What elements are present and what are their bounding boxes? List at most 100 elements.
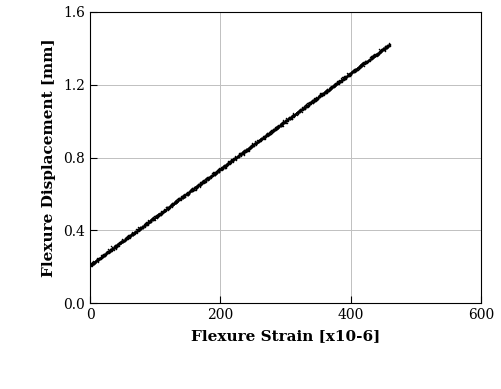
Point xyxy=(344,71,352,77)
Point xyxy=(346,70,354,76)
Point xyxy=(139,225,147,231)
Point xyxy=(369,54,377,60)
Point xyxy=(308,99,316,105)
Point xyxy=(345,72,353,78)
Point xyxy=(164,204,172,210)
Point xyxy=(101,251,109,258)
Point xyxy=(103,250,111,256)
Point xyxy=(245,144,253,151)
Point xyxy=(259,134,267,140)
Point xyxy=(124,235,132,241)
Point xyxy=(188,186,196,193)
Point xyxy=(157,210,165,216)
Point xyxy=(335,79,343,86)
Point xyxy=(98,252,106,259)
Point xyxy=(123,235,131,241)
Point xyxy=(356,61,364,68)
Point xyxy=(151,212,159,218)
Point xyxy=(275,123,283,129)
Point xyxy=(378,47,386,53)
Point xyxy=(161,207,169,214)
Point xyxy=(309,100,317,106)
Point xyxy=(102,249,110,255)
Point xyxy=(266,130,274,137)
Point xyxy=(239,151,247,157)
Point xyxy=(149,216,157,223)
Point xyxy=(282,119,290,125)
Point xyxy=(141,221,149,228)
Point xyxy=(333,80,341,86)
Point xyxy=(176,194,184,201)
Point xyxy=(136,225,144,231)
Point xyxy=(200,178,208,184)
Point xyxy=(359,61,367,68)
Point xyxy=(304,103,312,110)
Point xyxy=(359,62,367,68)
Point xyxy=(179,194,187,200)
Point xyxy=(170,200,178,207)
Point xyxy=(102,250,110,256)
Point xyxy=(327,84,335,90)
Point xyxy=(326,84,334,90)
Point xyxy=(300,103,308,110)
Point xyxy=(275,123,283,129)
Point xyxy=(196,180,204,187)
Point xyxy=(171,200,179,207)
Point xyxy=(263,130,271,136)
Point xyxy=(176,195,184,202)
Point xyxy=(290,112,298,119)
Point xyxy=(304,100,312,106)
Point xyxy=(237,150,245,156)
Point xyxy=(211,168,219,174)
Point xyxy=(323,89,331,95)
Point xyxy=(279,119,287,125)
Point xyxy=(184,190,192,196)
Point xyxy=(227,158,235,164)
Point xyxy=(190,185,198,191)
Point xyxy=(372,52,380,58)
Point xyxy=(323,88,331,94)
Point xyxy=(269,128,277,135)
Point xyxy=(138,224,146,230)
Point xyxy=(247,144,256,150)
Point xyxy=(340,75,348,81)
Point xyxy=(186,189,194,195)
Point xyxy=(336,79,344,85)
Point xyxy=(323,88,331,95)
Point xyxy=(368,54,376,61)
Point xyxy=(376,47,384,54)
Point xyxy=(305,102,313,109)
Point xyxy=(315,94,323,100)
Point xyxy=(147,217,155,223)
Point xyxy=(359,60,367,67)
Point xyxy=(270,127,278,133)
Point xyxy=(140,223,148,230)
Point xyxy=(231,155,239,161)
Point xyxy=(268,130,276,137)
Point xyxy=(374,53,382,59)
Point xyxy=(280,119,288,126)
Point xyxy=(251,140,259,147)
Point xyxy=(107,246,115,252)
Point xyxy=(271,126,279,132)
Point xyxy=(182,191,190,197)
Point xyxy=(230,156,238,162)
Point xyxy=(103,251,111,257)
Point xyxy=(163,205,171,211)
Point xyxy=(365,57,373,63)
Point xyxy=(100,252,108,258)
Point xyxy=(281,119,289,125)
Point xyxy=(340,74,348,81)
Point xyxy=(87,262,95,268)
Point xyxy=(106,247,114,254)
Point xyxy=(364,57,372,63)
Point xyxy=(274,124,282,130)
Point xyxy=(205,175,213,182)
Point xyxy=(342,74,350,80)
Point xyxy=(231,155,239,161)
Point xyxy=(240,149,248,155)
Point xyxy=(190,186,198,192)
Point xyxy=(257,136,265,142)
Point xyxy=(334,80,342,86)
Point xyxy=(271,124,279,130)
